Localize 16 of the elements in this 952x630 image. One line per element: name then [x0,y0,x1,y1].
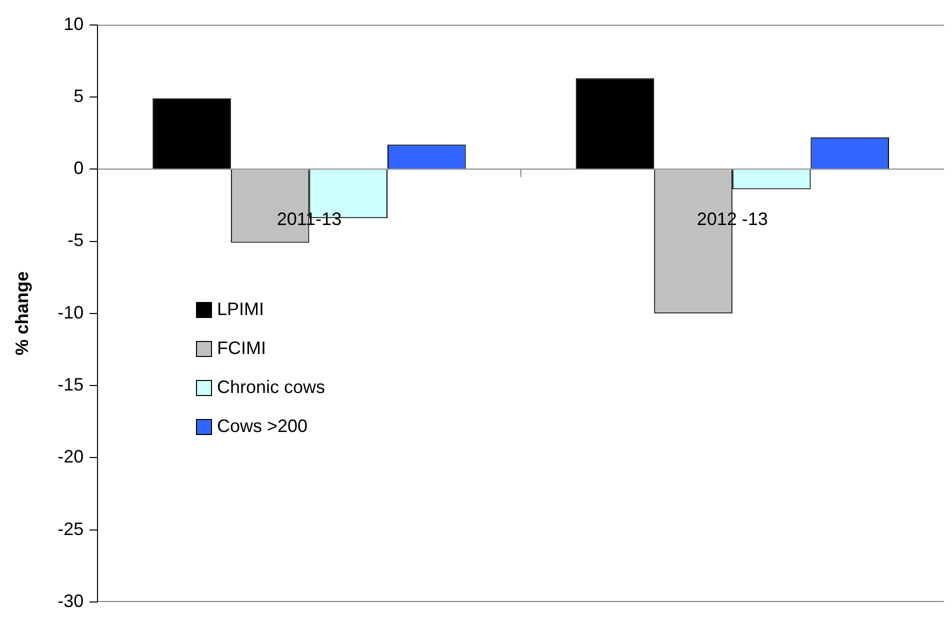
legend-label: FCIMI [217,338,266,359]
y-tick-label: -10 [58,302,84,322]
y-tick-label: 10 [64,14,84,34]
legend-label: LPIMI [217,299,264,320]
bar [152,98,231,169]
y-tick-label: -25 [58,518,84,539]
y-tick-label: 5 [74,86,84,106]
y-tick-label: -5 [68,230,84,250]
bar [576,78,654,169]
y-axis-title: % change [12,271,32,356]
legend-label: Cows >200 [217,416,308,437]
y-tick-label: 0 [74,158,84,178]
y-tick-label: -15 [58,374,84,395]
y-tick-label: -30 [58,590,84,611]
legend-label: Chronic cows [217,377,326,398]
y-tick-label: -20 [58,446,84,467]
